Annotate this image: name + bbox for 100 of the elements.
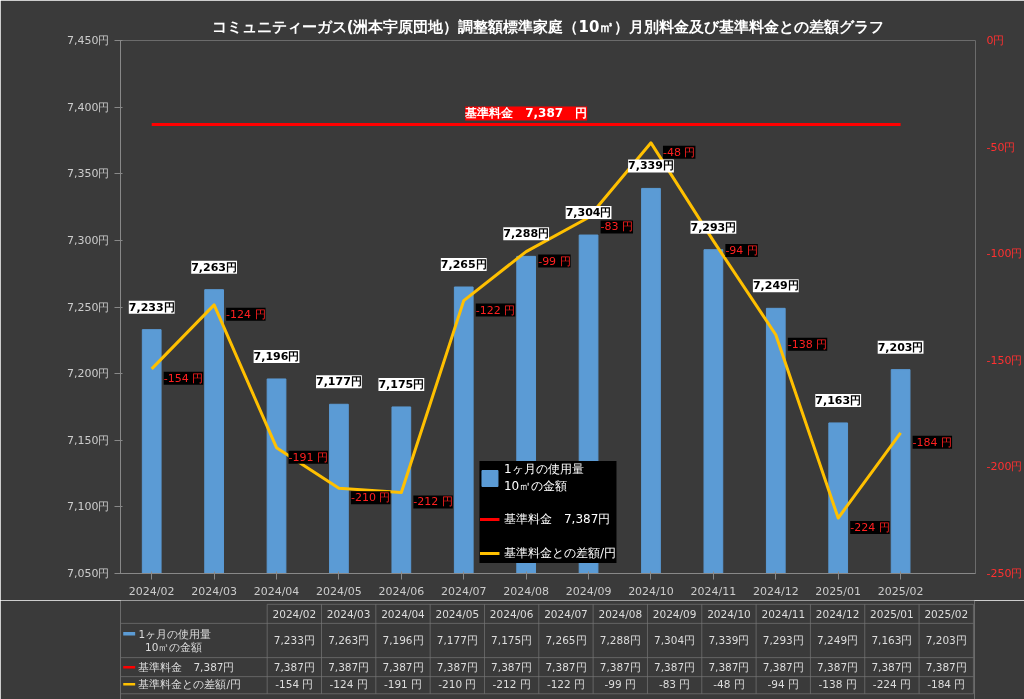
x-tick-label: 2024/02 [128,584,175,598]
data-label: -83 円 [600,220,634,234]
text: 7,387円 [436,661,478,674]
x-tick-label: 2024/03 [191,584,237,598]
data-label: -124 円 [226,307,266,321]
data-label: 7,203円 [877,340,924,354]
category-label: 2024/10 [707,607,751,620]
text: 7,288円 [599,634,641,647]
text: 7,203円 [925,634,967,647]
text: 7,293円 [762,634,804,647]
text: -138 円 [818,678,857,691]
x-tick-label: 2024/07 [440,584,487,598]
y-tick-label: 7,200円 [67,367,110,381]
y2-tick-label: -200円 [986,460,1023,474]
data-label: -184 円 [912,435,953,449]
text: -124 円 [329,678,368,691]
y-tick-label: 7,400円 [67,100,110,114]
text: 7,387円 [871,661,913,674]
text: -48 円 [713,678,745,691]
x-tick-label: 2024/05 [316,584,362,598]
data-label: 7,263円 [191,260,238,274]
data-label: -94 円 [725,243,758,257]
text: -94 円 [767,678,800,691]
text: 7,387円 [328,661,370,674]
y-tick-label: 7,300円 [67,233,110,247]
category-label: 2024/07 [544,607,588,620]
text: 7,387円 [654,661,696,674]
x-tick-label: 2024/04 [253,584,300,598]
x-tick-label: 2025/01 [815,584,862,598]
data-label: -212 円 [413,495,453,509]
category-label: 2024/04 [381,607,425,620]
data-label: -122 円 [475,303,516,317]
x-tick-label: 2025/02 [877,584,924,598]
y2-tick-label: -250円 [986,567,1023,580]
data-label: -48 円 [662,145,696,159]
text: -154 円 [275,678,314,691]
category-label: 2025/02 [924,607,969,620]
text: 7,387円 [382,661,424,674]
text: 7,387円 [273,661,315,674]
text: 7,387円 [491,661,533,674]
text: 7,387円 [599,661,641,674]
data-label: -191 円 [288,450,328,464]
text: -122 円 [546,678,586,691]
data-label: 7,249円 [752,279,799,293]
legend-label: 基準料金 7,387円 [503,510,611,528]
x-tick-label: 2024/09 [565,584,612,598]
data-label: 7,339円 [628,159,674,173]
text: 7,177円 [436,634,478,647]
text: 7,196円 [382,634,424,647]
text: 基準料金との差額/円 [138,678,241,691]
category-label: 2024/12 [815,607,860,620]
text: 7,263円 [328,634,370,647]
category-label: 2024/06 [489,607,534,620]
x-tick-label: 2024/08 [503,584,550,598]
x-tick-label: 2024/10 [628,584,674,598]
text: 7,387円 [925,661,967,674]
y-tick-label: 7,050円 [67,567,110,580]
text: 7,387円 [708,661,750,674]
text: -184 円 [927,678,966,691]
text: 7,175円 [491,634,533,647]
text: -99 円 [604,678,637,691]
data-label: 7,304円 [565,206,612,220]
text: -210 円 [438,678,477,691]
y-tick-label: 7,150円 [67,433,110,447]
data-label: -99 円 [538,254,571,268]
x-tick-label: 2024/06 [378,584,425,598]
text: 7,387円 [762,661,804,674]
y2-tick-label: -50円 [986,140,1016,154]
data-label: 7,175円 [378,377,425,391]
data-label: 7,233円 [128,300,175,314]
y-tick-label: 7,450円 [67,34,110,47]
data-label: 7,288円 [503,227,550,241]
category-label: 2025/01 [870,607,914,620]
y2-tick-label: -100円 [986,247,1023,261]
text: 基準料金 7,387円 [138,661,235,674]
category-label: 2024/02 [272,607,317,620]
category-label: 2024/09 [652,607,697,620]
y-tick-label: 7,250円 [67,300,110,314]
data-label: -154 円 [163,371,204,385]
text: 7,233円 [273,634,315,647]
text: -83 円 [658,678,691,691]
legend-label: 1ヶ月の使用量 10㎥の金額 [503,461,584,495]
y2-tick-label: -150円 [986,353,1023,367]
text: 1ヶ月の使用量 10㎥の金額 [138,627,212,654]
annotation: 基準料金 7,387 円 [464,106,588,121]
data-label: 7,265円 [440,258,487,272]
text: 7,387円 [545,661,587,674]
text: 7,304円 [654,634,696,647]
category-label: 2024/08 [598,607,643,620]
y-tick-label: 7,350円 [67,167,110,181]
data-label: -138 円 [787,337,828,351]
data-label: -224 円 [850,521,890,535]
text: -191 円 [383,678,423,691]
category-label: 2024/03 [326,607,371,620]
text: -224 円 [872,678,912,691]
text: 7,387円 [817,661,859,674]
data-label: 7,293円 [690,220,737,234]
category-label: 2024/05 [435,607,480,620]
data-label: 7,177円 [316,375,362,389]
data-label: -210 円 [350,491,391,505]
